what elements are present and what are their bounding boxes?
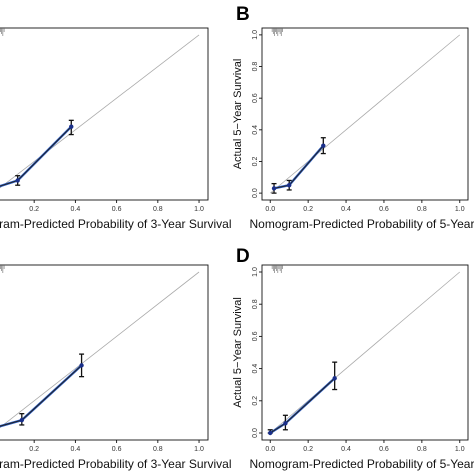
data-point (69, 124, 74, 129)
ideal-reference-line (0, 271, 200, 429)
x-tick-label: 0.2 (29, 446, 39, 453)
y-tick-label: 0.8 (252, 299, 259, 309)
y-tick-label: 0.4 (252, 364, 259, 374)
x-tick-label: 0.6 (379, 446, 389, 453)
data-point (321, 143, 326, 148)
x-tick-label: 0.8 (417, 446, 427, 453)
data-point (15, 178, 20, 183)
x-axis-label: Nomogram-Predicted Probability of 5-Year… (249, 217, 474, 231)
y-tick-label: 0.4 (252, 125, 259, 135)
plot-frame (261, 27, 469, 201)
x-tick-label: 0.4 (71, 206, 81, 213)
data-point (332, 376, 337, 381)
x-tick-label: 0.0 (265, 446, 275, 453)
y-tick-label: 0.2 (252, 396, 259, 406)
data-point (286, 183, 292, 188)
plot-frame (261, 264, 469, 441)
calibration-line (273, 144, 325, 190)
x-axis-label: Nomogram-Predicted Probability of 5-Year… (249, 457, 474, 471)
y-tick-label: 1.0 (252, 267, 259, 277)
x-tick-label: 0.4 (71, 446, 81, 453)
x-tick-label: 1.0 (194, 206, 204, 213)
ideal-reference-line (269, 271, 461, 434)
calibration-panel-4: 0.0 0.2 0.4 0.6 0.8 1.0 0.0 0.2 0.4 0.6 0.8 1.0 Nomo… (232, 246, 474, 471)
calibration-panel-2: 0.0 0.2 0.4 0.6 0.8 1.0 0.0 0.2 0.4 0.6 0.8 1.0 Nomo… (232, 4, 474, 231)
x-axis-label: Nomogram-Predicted Probability of 3-Year… (0, 457, 232, 471)
x-tick-label: 0.4 (341, 446, 351, 453)
y-tick-label: 0.0 (252, 188, 259, 198)
x-tick-label: 0.6 (112, 206, 122, 213)
x-tick-label: 1.0 (455, 206, 465, 213)
data-point (19, 417, 25, 423)
x-tick-label: 0.2 (303, 446, 313, 453)
y-tick-label: 0.0 (252, 428, 259, 438)
x-tick-label: 0.4 (341, 206, 351, 213)
y-tick-label: 0.6 (252, 331, 259, 341)
x-tick-label: 0.8 (417, 206, 427, 213)
data-point (268, 430, 273, 436)
y-axis-label: Actual 5−Year Survival (232, 297, 244, 408)
x-tick-label: 0.8 (153, 206, 163, 213)
x-tick-label: 0.6 (379, 206, 389, 213)
data-point (271, 186, 277, 191)
plot-frame (0, 264, 209, 441)
x-axis-label: Nomogram-Predicted Probability of 3-Year… (0, 217, 232, 231)
plot-frame (0, 27, 209, 201)
x-tick-label: 0.8 (153, 446, 163, 453)
panel-label: B (236, 4, 250, 25)
y-tick-label: 0.8 (252, 62, 259, 72)
y-axis-label: Actual 5−Year Survival (232, 59, 244, 170)
x-tick-label: 1.0 (194, 446, 204, 453)
y-tick-label: 1.0 (252, 30, 259, 40)
calibration-line (0, 364, 83, 428)
y-tick-label: 0.6 (252, 93, 259, 103)
calibration-line-overlay (0, 365, 82, 427)
x-tick-label: 1.0 (455, 446, 465, 453)
data-point (79, 363, 84, 368)
data-point (283, 421, 288, 426)
panel-label: D (236, 246, 250, 267)
ideal-reference-line (269, 34, 461, 194)
calibration-line-overlay (273, 145, 324, 189)
x-tick-label: 0.0 (265, 206, 275, 213)
x-tick-label: 0.2 (303, 206, 313, 213)
x-tick-label: 0.2 (29, 206, 39, 213)
ideal-reference-line (0, 34, 200, 189)
x-tick-label: 0.6 (112, 446, 122, 453)
y-tick-label: 0.2 (252, 157, 259, 167)
